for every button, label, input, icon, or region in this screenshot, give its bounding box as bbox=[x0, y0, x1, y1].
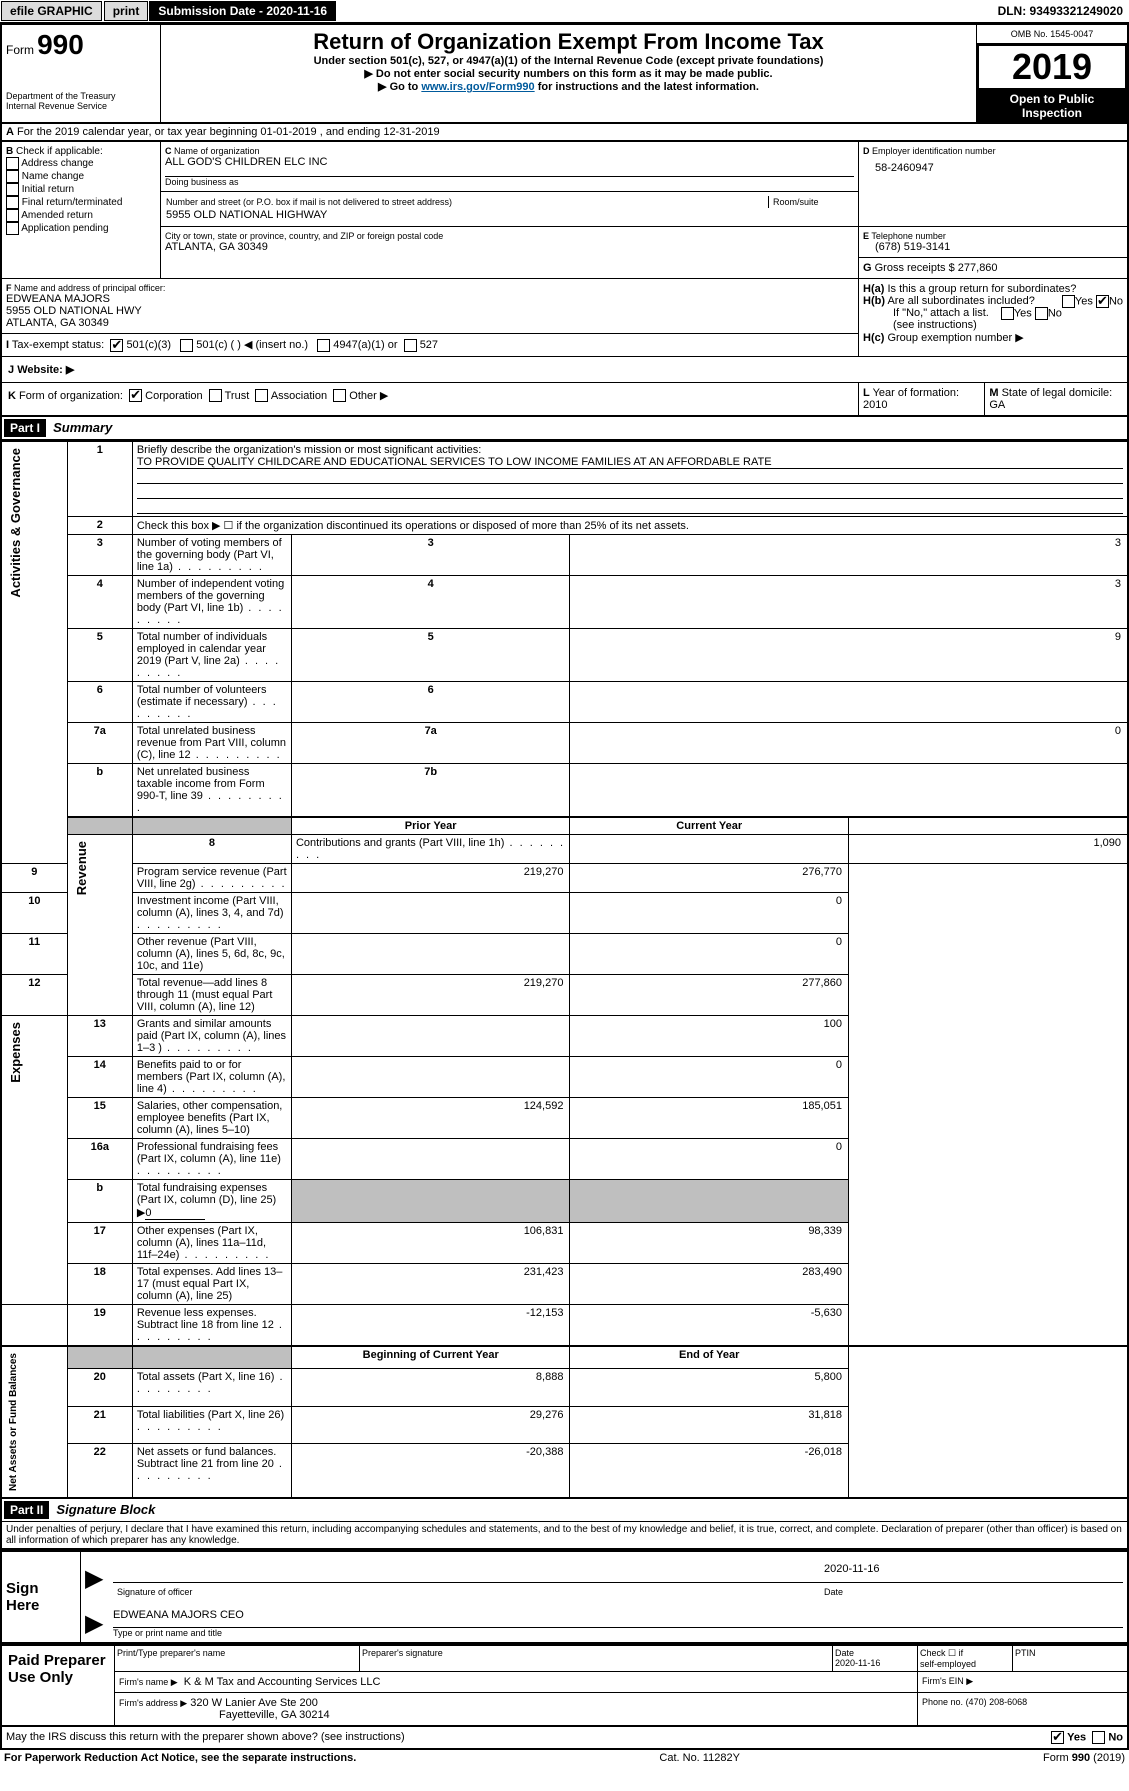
vlabel-expenses: Expenses bbox=[6, 1018, 25, 1087]
instructions-link[interactable]: www.irs.gov/Form990 bbox=[421, 81, 534, 93]
val-7a: 0 bbox=[570, 722, 1128, 763]
org-city: ATLANTA, GA 30349 bbox=[165, 241, 854, 253]
officer-name: EDWEANA MAJORS bbox=[6, 293, 854, 305]
org-address: 5955 OLD NATIONAL HIGHWAY bbox=[165, 208, 769, 222]
year-formation: 2010 bbox=[863, 399, 887, 411]
form-word: Form bbox=[6, 43, 34, 57]
501c3-checkbox[interactable] bbox=[110, 339, 123, 352]
form-header: Form 990 Department of the Treasury Inte… bbox=[0, 23, 1129, 124]
telephone: (678) 519-3141 bbox=[863, 241, 1123, 253]
submission-date: Submission Date - 2020-11-16 bbox=[149, 1, 336, 21]
part2-title: Signature Block bbox=[56, 1502, 155, 1517]
vlabel-net: Net Assets or Fund Balances bbox=[6, 1349, 21, 1495]
vlabel-revenue: Revenue bbox=[72, 837, 91, 899]
final-return-checkbox[interactable] bbox=[6, 196, 19, 209]
officer-print-name: EDWEANA MAJORS CEO bbox=[113, 1609, 1123, 1628]
identity-block: B Check if applicable: Address change Na… bbox=[0, 140, 1129, 417]
top-bar: efile GRAPHIC print Submission Date - 20… bbox=[0, 0, 1129, 23]
ha-no-checkbox[interactable] bbox=[1096, 295, 1109, 308]
trust-checkbox[interactable] bbox=[209, 389, 222, 402]
gross-receipts: 277,860 bbox=[958, 262, 998, 274]
hb-no-checkbox[interactable] bbox=[1035, 307, 1048, 320]
org-name: ALL GOD'S CHILDREN ELC INC bbox=[165, 156, 854, 168]
ein: 58-2460947 bbox=[863, 156, 1123, 174]
form-number: 990 bbox=[37, 29, 84, 60]
subtitle-1: Under section 501(c), 527, or 4947(a)(1)… bbox=[165, 55, 972, 67]
initial-return-checkbox[interactable] bbox=[6, 183, 19, 196]
application-pending-checkbox[interactable] bbox=[6, 222, 19, 235]
name-change-checkbox[interactable] bbox=[6, 170, 19, 183]
part1-header: Part I bbox=[4, 419, 46, 437]
ha-yes-checkbox[interactable] bbox=[1062, 295, 1075, 308]
omb-number: OMB No. 1545-0047 bbox=[977, 25, 1127, 44]
val-5: 9 bbox=[570, 628, 1128, 681]
val-3: 3 bbox=[570, 534, 1128, 575]
dln: DLN: 93493321249020 bbox=[992, 2, 1129, 20]
firm-name: K & M Tax and Accounting Services LLC bbox=[184, 1676, 381, 1688]
print-button[interactable]: print bbox=[104, 1, 149, 21]
sign-date: 2020-11-16 bbox=[820, 1556, 1123, 1583]
discuss-no-checkbox[interactable] bbox=[1092, 1731, 1105, 1744]
address-change-checkbox[interactable] bbox=[6, 157, 19, 170]
vlabel-governance: Activities & Governance bbox=[6, 444, 25, 602]
amended-return-checkbox[interactable] bbox=[6, 209, 19, 222]
hb-yes-checkbox[interactable] bbox=[1001, 307, 1014, 320]
subtitle-3: Go to www.irs.gov/Form990 for instructio… bbox=[165, 80, 972, 93]
perjury-declaration: Under penalties of perjury, I declare th… bbox=[0, 1521, 1129, 1550]
sign-here-label: Sign Here bbox=[1, 1551, 81, 1643]
sign-here-block: Sign Here ▶ 2020-11-16 Signature of offi… bbox=[0, 1550, 1129, 1644]
val-6 bbox=[570, 681, 1128, 722]
4947-checkbox[interactable] bbox=[317, 339, 330, 352]
page-footer: For Paperwork Reduction Act Notice, see … bbox=[0, 1750, 1129, 1766]
efile-button[interactable]: efile GRAPHIC bbox=[1, 1, 102, 21]
discuss-yes-checkbox[interactable] bbox=[1051, 1731, 1064, 1744]
part1-table: Activities & Governance 1 Briefly descri… bbox=[0, 440, 1129, 1499]
paid-preparer-label: Paid Preparer Use Only bbox=[1, 1645, 115, 1726]
assoc-checkbox[interactable] bbox=[255, 389, 268, 402]
open-inspection: Open to Public Inspection bbox=[977, 90, 1127, 122]
form-title: Return of Organization Exempt From Incom… bbox=[165, 29, 972, 55]
irs-label: Internal Revenue Service bbox=[6, 101, 156, 111]
501c-checkbox[interactable] bbox=[180, 339, 193, 352]
dept-treasury: Department of the Treasury bbox=[6, 91, 156, 101]
tax-year: 2019 bbox=[977, 44, 1127, 90]
subtitle-2: Do not enter social security numbers on … bbox=[165, 67, 972, 80]
discuss-question: May the IRS discuss this return with the… bbox=[6, 1731, 405, 1744]
part1-title: Summary bbox=[53, 420, 112, 435]
firm-phone: (470) 208-6068 bbox=[966, 1697, 1028, 1707]
state-domicile: GA bbox=[989, 399, 1005, 411]
mission-text: TO PROVIDE QUALITY CHILDCARE AND EDUCATI… bbox=[137, 456, 1123, 469]
line-a: A For the 2019 calendar year, or tax yea… bbox=[0, 124, 1129, 140]
corp-checkbox[interactable] bbox=[129, 389, 142, 402]
val-7b bbox=[570, 763, 1128, 817]
other-checkbox[interactable] bbox=[333, 389, 346, 402]
527-checkbox[interactable] bbox=[404, 339, 417, 352]
paid-preparer-block: Paid Preparer Use Only Print/Type prepar… bbox=[0, 1644, 1129, 1727]
part2-header: Part II bbox=[4, 1501, 49, 1519]
val-4: 3 bbox=[570, 575, 1128, 628]
c8: 1,090 bbox=[848, 834, 1128, 863]
